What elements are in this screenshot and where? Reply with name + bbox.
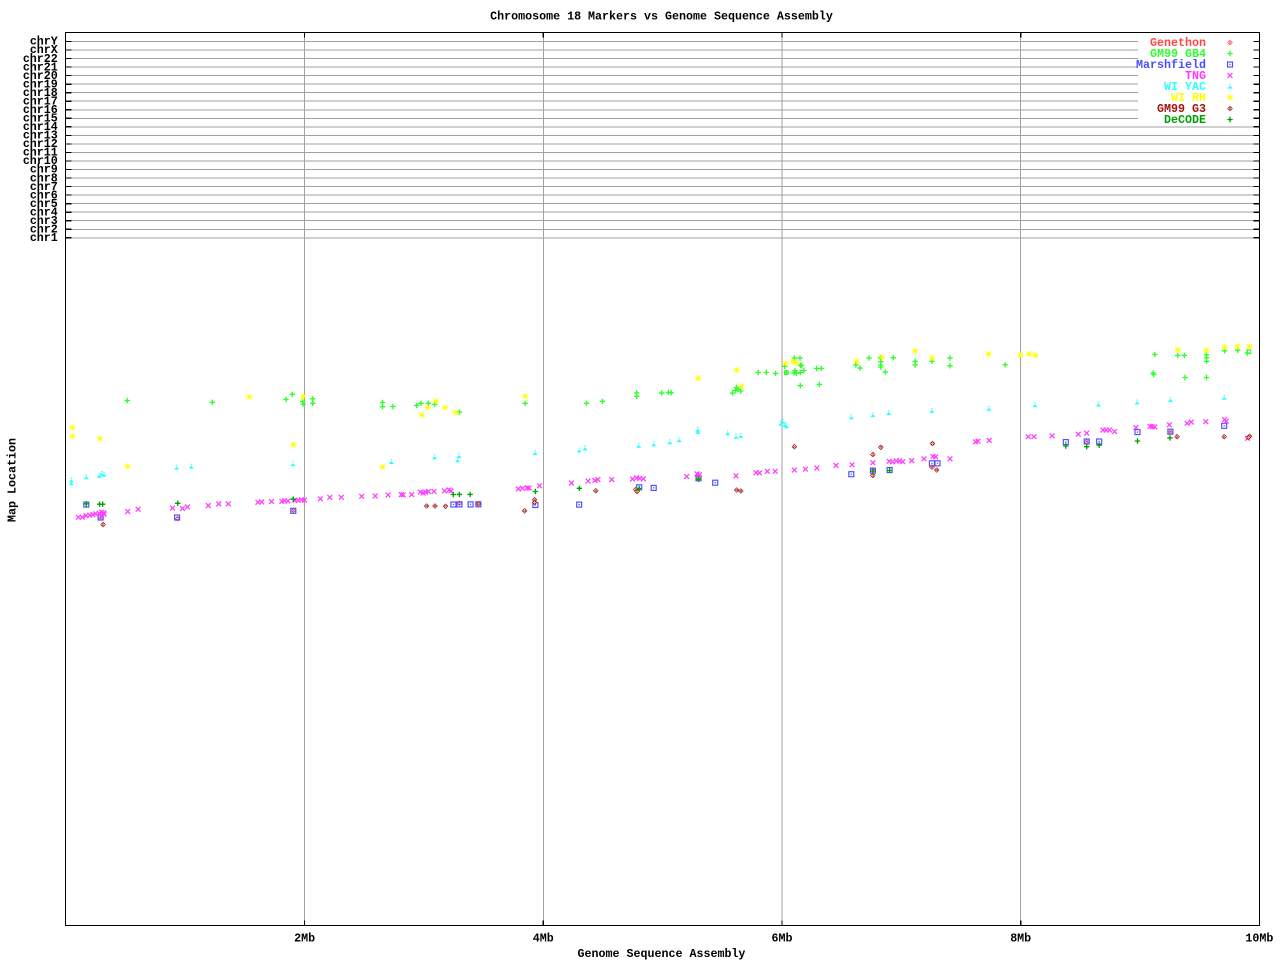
svg-text:DeCODE: DeCODE (1164, 113, 1206, 127)
svg-text:Genome Sequence Assembly: Genome Sequence Assembly (578, 947, 746, 960)
svg-text:chr6: chr6 (30, 188, 58, 202)
svg-text:4Mb: 4Mb (533, 932, 554, 946)
svg-text:GM99 GB4: GM99 GB4 (1150, 47, 1206, 61)
svg-text:chr8: chr8 (30, 171, 58, 185)
svg-text:chr16: chr16 (23, 103, 58, 117)
svg-text:Marshfield: Marshfield (1136, 58, 1206, 72)
svg-text:chr1: chr1 (30, 231, 58, 245)
svg-text:6Mb: 6Mb (772, 932, 793, 946)
svg-text:chr18: chr18 (23, 86, 58, 100)
svg-text:chr14: chr14 (23, 120, 58, 134)
svg-text:chr2: chr2 (30, 223, 58, 237)
svg-text:chr10: chr10 (23, 154, 58, 168)
svg-text:GM99 G3: GM99 G3 (1157, 102, 1206, 116)
svg-text:chr17: chr17 (23, 94, 58, 108)
svg-text:chr3: chr3 (30, 214, 58, 228)
svg-text:chr11: chr11 (23, 146, 58, 160)
svg-text:TNG: TNG (1185, 69, 1206, 83)
svg-text:8Mb: 8Mb (1010, 932, 1031, 946)
svg-text:chr4: chr4 (30, 205, 58, 219)
svg-text:chr19: chr19 (23, 77, 58, 91)
svg-text:2Mb: 2Mb (294, 932, 315, 946)
svg-text:chr15: chr15 (23, 112, 58, 126)
svg-text:chr12: chr12 (23, 137, 58, 151)
svg-text:Chromosome 18 Markers vs Genom: Chromosome 18 Markers vs Genome Sequence… (490, 10, 833, 24)
svg-text:chr13: chr13 (23, 129, 58, 143)
svg-text:chrY: chrY (30, 35, 58, 49)
svg-text:WI RH: WI RH (1171, 91, 1206, 105)
svg-text:chr9: chr9 (30, 163, 58, 177)
svg-text:chr7: chr7 (30, 180, 58, 194)
svg-text:WI YAC: WI YAC (1164, 80, 1206, 94)
svg-text:chr21: chr21 (23, 60, 58, 74)
svg-text:Map Location: Map Location (6, 438, 20, 522)
svg-text:10Mb: 10Mb (1245, 932, 1273, 946)
svg-text:chr20: chr20 (23, 69, 58, 83)
svg-text:chrX: chrX (30, 43, 58, 57)
svg-text:chr5: chr5 (30, 197, 58, 211)
svg-text:Genethon: Genethon (1150, 36, 1206, 50)
svg-text:chr22: chr22 (23, 52, 58, 66)
